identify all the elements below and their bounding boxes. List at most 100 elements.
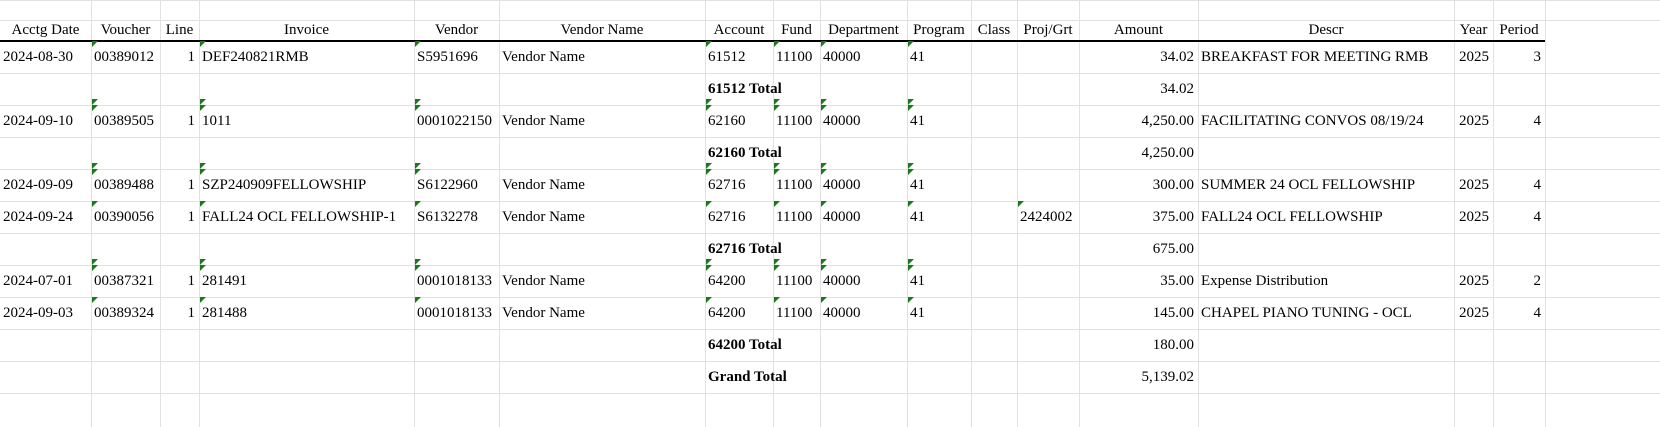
cell-program[interactable]: 41 (910, 113, 925, 129)
cell-voucher[interactable]: 00389012 (94, 49, 154, 65)
cell-line[interactable]: 1 (187, 177, 196, 193)
cell-class[interactable] (974, 297, 1017, 329)
cell-vendor[interactable]: S5951696 (417, 49, 478, 65)
cell-acctg-date[interactable]: 2024-09-10 (3, 113, 73, 129)
table-row[interactable]: 2024-09-09 00389488 1 SZP240909FELLOWSHIP S6… (0, 169, 1660, 201)
cell-vendor-name[interactable]: Vendor Name (502, 49, 585, 65)
column-header-acctg-date[interactable]: Acctg Date (0, 20, 91, 42)
cell-vendor[interactable]: 0001022150 (417, 113, 492, 129)
cell-program[interactable]: 41 (910, 177, 925, 193)
cell-line[interactable]: 1 (187, 209, 196, 225)
cell-class[interactable] (974, 201, 1017, 233)
total-row[interactable]: Grand Total 5,139.02 (0, 361, 1660, 393)
cell-proj[interactable] (1020, 169, 1079, 201)
cell-proj[interactable] (1020, 105, 1079, 137)
column-header-voucher[interactable]: Voucher (91, 20, 160, 42)
cell-acctg-date[interactable]: 2024-09-09 (3, 177, 73, 193)
cell-program[interactable]: 41 (910, 209, 925, 225)
cell-vendor-name[interactable]: Vendor Name (502, 177, 585, 193)
column-header-proj[interactable]: Proj/Grt (1017, 20, 1079, 42)
cell-voucher[interactable]: 00389488 (94, 177, 154, 193)
cell-fund[interactable]: 11100 (776, 49, 813, 65)
cell-descr[interactable]: CHAPEL PIANO TUNING - OCL (1201, 305, 1412, 321)
table-row[interactable]: 2024-09-03 00389324 1 281488 0001018133 Vendo… (0, 297, 1660, 329)
total-label[interactable]: 62716 Total (708, 241, 782, 257)
cell-program[interactable]: 41 (910, 49, 925, 65)
cell-account[interactable]: 61512 (708, 49, 746, 65)
cell-voucher[interactable]: 00390056 (94, 209, 154, 225)
total-row[interactable]: 62160 Total 4,250.00 (0, 137, 1660, 169)
cell-year[interactable]: 2025 (1459, 305, 1489, 321)
cell-acctg-date[interactable]: 2024-07-01 (3, 273, 73, 289)
cell-amount[interactable]: 145.00 (1152, 305, 1194, 321)
cell-vendor[interactable]: 0001018133 (417, 273, 492, 289)
total-row[interactable]: 64200 Total 180.00 (0, 329, 1660, 361)
cell-class[interactable] (974, 169, 1017, 201)
cell-descr[interactable]: SUMMER 24 OCL FELLOWSHIP (1201, 177, 1416, 193)
cell-descr[interactable]: Expense Distribution (1201, 273, 1329, 289)
total-row[interactable]: 62716 Total 675.00 (0, 233, 1660, 265)
column-header-descr[interactable]: Descr (1198, 20, 1454, 42)
table-row[interactable]: 2024-09-10 00389505 1 1011 0001022150 Vendor … (0, 105, 1660, 137)
total-label[interactable]: 62160 Total (708, 145, 782, 161)
cell-department[interactable]: 40000 (823, 273, 861, 289)
total-amount[interactable]: 675.00 (1152, 241, 1194, 257)
column-header-department[interactable]: Department (820, 20, 907, 42)
cell-proj[interactable] (1020, 265, 1079, 297)
column-header-period[interactable]: Period (1493, 20, 1545, 42)
total-label[interactable]: Grand Total (708, 369, 787, 385)
cell-department[interactable]: 40000 (823, 209, 861, 225)
cell-fund[interactable]: 11100 (776, 177, 813, 193)
cell-period[interactable]: 4 (1533, 305, 1542, 321)
cell-fund[interactable]: 11100 (776, 209, 813, 225)
cell-vendor-name[interactable]: Vendor Name (502, 113, 585, 129)
column-header-fund[interactable]: Fund (773, 20, 820, 42)
column-header-year[interactable]: Year (1454, 20, 1493, 42)
cell-amount[interactable]: 375.00 (1152, 209, 1194, 225)
cell-department[interactable]: 40000 (823, 49, 861, 65)
cell-acctg-date[interactable]: 2024-09-03 (3, 305, 73, 321)
cell-voucher[interactable]: 00389324 (94, 305, 154, 321)
cell-year[interactable]: 2025 (1459, 273, 1489, 289)
cell-department[interactable]: 40000 (823, 113, 861, 129)
cell-proj[interactable]: 2424002 (1020, 209, 1073, 225)
cell-period[interactable]: 3 (1533, 49, 1542, 65)
cell-fund[interactable]: 11100 (776, 305, 813, 321)
total-amount[interactable]: 5,139.02 (1141, 369, 1195, 385)
cell-invoice[interactable]: SZP240909FELLOWSHIP (202, 177, 367, 193)
cell-fund[interactable]: 11100 (776, 273, 813, 289)
cell-line[interactable]: 1 (187, 305, 196, 321)
cell-line[interactable]: 1 (187, 273, 196, 289)
cell-amount[interactable]: 4,250.00 (1141, 113, 1195, 129)
cell-vendor[interactable]: S6132278 (417, 209, 478, 225)
table-row[interactable]: 2024-07-01 00387321 1 281491 0001018133 Vendo… (0, 265, 1660, 297)
cell-proj[interactable] (1020, 41, 1079, 73)
cell-vendor[interactable]: 0001018133 (417, 305, 492, 321)
cell-department[interactable]: 40000 (823, 305, 861, 321)
cell-year[interactable]: 2025 (1459, 209, 1489, 225)
cell-account[interactable]: 62716 (708, 177, 746, 193)
cell-invoice[interactable]: 281488 (202, 305, 247, 321)
cell-invoice[interactable]: FALL24 OCL FELLOWSHIP-1 (202, 209, 397, 225)
cell-proj[interactable] (1020, 297, 1079, 329)
cell-class[interactable] (974, 41, 1017, 73)
cell-invoice[interactable]: 1011 (202, 113, 232, 129)
cell-acctg-date[interactable]: 2024-09-24 (3, 209, 73, 225)
cell-vendor-name[interactable]: Vendor Name (502, 305, 585, 321)
total-label[interactable]: 64200 Total (708, 337, 782, 353)
cell-period[interactable]: 4 (1533, 113, 1542, 129)
cell-year[interactable]: 2025 (1459, 113, 1489, 129)
cell-account[interactable]: 62160 (708, 113, 746, 129)
cell-account[interactable]: 64200 (708, 273, 746, 289)
table-row[interactable]: 2024-08-30 00389012 1 DEF240821RMB S5951696 V… (0, 41, 1660, 73)
cell-amount[interactable]: 300.00 (1152, 177, 1194, 193)
cell-fund[interactable]: 11100 (776, 113, 813, 129)
cell-program[interactable]: 41 (910, 305, 925, 321)
table-row[interactable]: 2024-09-24 00390056 1 FALL24 OCL FELLOWSHIP… (0, 201, 1660, 233)
cell-class[interactable] (974, 105, 1017, 137)
total-row[interactable]: 61512 Total 34.02 (0, 73, 1660, 105)
cell-line[interactable]: 1 (187, 49, 196, 65)
cell-invoice[interactable]: 281491 (202, 273, 247, 289)
cell-vendor-name[interactable]: Vendor Name (502, 209, 585, 225)
